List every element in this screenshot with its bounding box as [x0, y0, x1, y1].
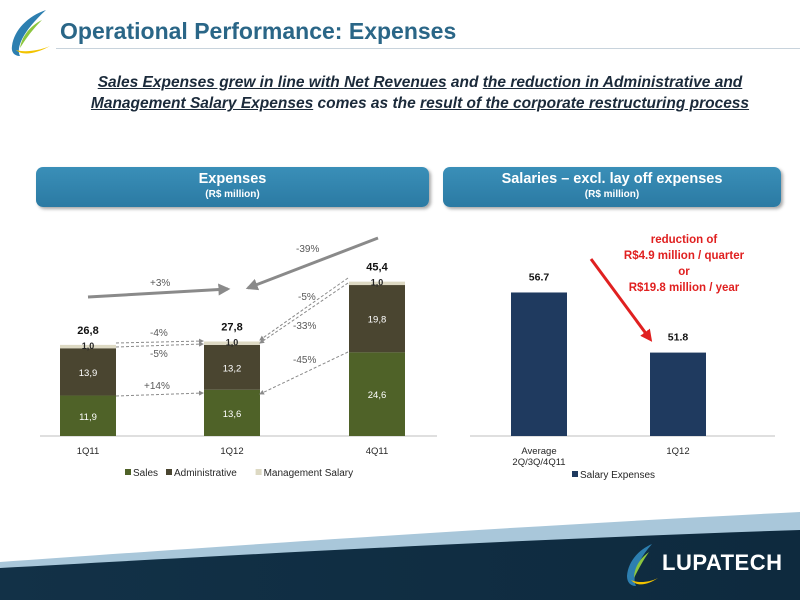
- sales-compare-arrow-2: [259, 351, 349, 395]
- legend-swatch-salary-expenses: [572, 471, 578, 477]
- bar-sales-1q11: [60, 395, 116, 436]
- legend-label-management-salary: Management Salary: [264, 468, 354, 479]
- data-label-administrative-1q11: 13,9: [79, 368, 98, 379]
- reduction-arrow: [589, 258, 653, 342]
- bar-management-salary-1q11: [60, 344, 116, 349]
- data-label-administrative-1q12: 13,2: [223, 363, 242, 374]
- x-tick-salary-0-line-1: 2Q/3Q/4Q11: [512, 457, 565, 468]
- data-label-sales-1q11: 11,9: [79, 412, 97, 423]
- reduction-note-line-3: or: [678, 266, 690, 278]
- reduction-note-line-4: R$19.8 million / year: [629, 282, 740, 294]
- sales-compare-arrow-1: [115, 390, 204, 397]
- data-label-sales-4q11: 24,6: [368, 390, 387, 401]
- salary-value-label-0: 56.7: [529, 271, 550, 283]
- legend-swatch-sales: [125, 469, 131, 475]
- page-title: Operational Performance: Expenses: [60, 18, 457, 44]
- expenses-panel-title: Expenses: [198, 171, 267, 187]
- annotation-sales-change-2: -45%: [293, 355, 316, 366]
- legend-label-salary-expenses: Salary Expenses: [580, 470, 655, 481]
- bar-administrative-4q11: [349, 285, 405, 353]
- x-tick-4q11: 4Q11: [366, 446, 389, 457]
- annotation-sales-admin-change: -5%: [150, 349, 168, 360]
- salaries-panel-unit: (R$ million): [584, 189, 640, 200]
- expenses-panel-unit: (R$ million): [205, 189, 260, 200]
- bar-administrative-1q12: [204, 344, 260, 390]
- annotation-mgmt-change-1: -4%: [150, 328, 168, 339]
- footer-logo-text: LUPATECH: [662, 550, 783, 575]
- bar-sales-4q11: [349, 352, 405, 436]
- headline-part-1: Sales Expenses grew in line with Net Rev…: [97, 74, 447, 91]
- total-label-1q12: 27,8: [221, 321, 242, 333]
- lupatech-logo-icon: [627, 544, 658, 586]
- headline-part-3: the reduction in Administrative and Mana…: [90, 74, 743, 112]
- salaries-panel-title: Salaries – excl. lay off expenses: [501, 171, 723, 187]
- x-tick-salary-1-line-0: 1Q12: [666, 446, 689, 457]
- annotation-total-growth: +3%: [150, 278, 170, 289]
- annotation-admin-change-1: -5%: [298, 292, 316, 303]
- x-tick-1q12: 1Q12: [220, 446, 243, 457]
- data-label-management-salary-1q11: 1,0: [82, 341, 95, 351]
- bar-management-salary-4q11: [349, 281, 405, 286]
- legend-label-sales: Sales: [133, 468, 158, 479]
- expenses-panel-header: Expenses (R$ million): [36, 167, 429, 207]
- growth-trend-arrow: [87, 283, 231, 299]
- admin-compare-arrow-2: [259, 282, 349, 344]
- bar-salary-1: [650, 352, 706, 436]
- data-label-management-salary-1q12: 1,0: [226, 337, 239, 347]
- total-label-1q11: 26,8: [77, 325, 98, 337]
- annotation-admin-change-2: -33%: [293, 321, 316, 332]
- bar-administrative-1q11: [60, 348, 116, 396]
- headline-part-4: comes as the: [313, 95, 421, 112]
- data-label-administrative-4q11: 19,8: [368, 315, 387, 326]
- bar-management-salary-1q12: [204, 341, 260, 345]
- mgmt-compare-arrow-2: [259, 277, 349, 341]
- bar-sales-1q12: [204, 389, 260, 436]
- legend-label-administrative: Administrative: [174, 468, 237, 479]
- data-label-sales-1q12: 13,6: [223, 409, 242, 420]
- mgmt-compare-arrow-1: [115, 338, 204, 344]
- annotation-total-drop: -39%: [296, 244, 319, 255]
- reduction-note-line-2: R$4.9 million / quarter: [624, 250, 745, 262]
- annotation-sales-change-1: +14%: [144, 381, 170, 392]
- title-divider: [56, 48, 800, 49]
- salaries-panel-header: Salaries – excl. lay off expenses (R$ mi…: [443, 167, 781, 207]
- x-tick-salary-0-line-0: Average: [521, 446, 556, 457]
- legend-swatch-administrative: [166, 469, 172, 475]
- data-label-management-salary-4q11: 1,0: [371, 278, 384, 288]
- company-logo-icon: [11, 10, 50, 56]
- x-tick-1q11: 1Q11: [77, 446, 100, 457]
- total-label-4q11: 45,4: [366, 262, 388, 274]
- admin-compare-arrow-1: [115, 341, 204, 348]
- headline: Sales Expenses grew in line with Net Rev…: [70, 72, 770, 114]
- headline-part-5: result of the corporate restructuring pr…: [420, 95, 750, 112]
- reduction-note-line-1: reduction of: [651, 234, 718, 246]
- decline-trend-arrow: [245, 236, 379, 291]
- legend-swatch-management-salary: [255, 469, 262, 475]
- headline-part-2: and: [446, 74, 483, 91]
- salary-value-label-1: 51.8: [668, 332, 689, 344]
- bar-salary-0: [511, 292, 567, 436]
